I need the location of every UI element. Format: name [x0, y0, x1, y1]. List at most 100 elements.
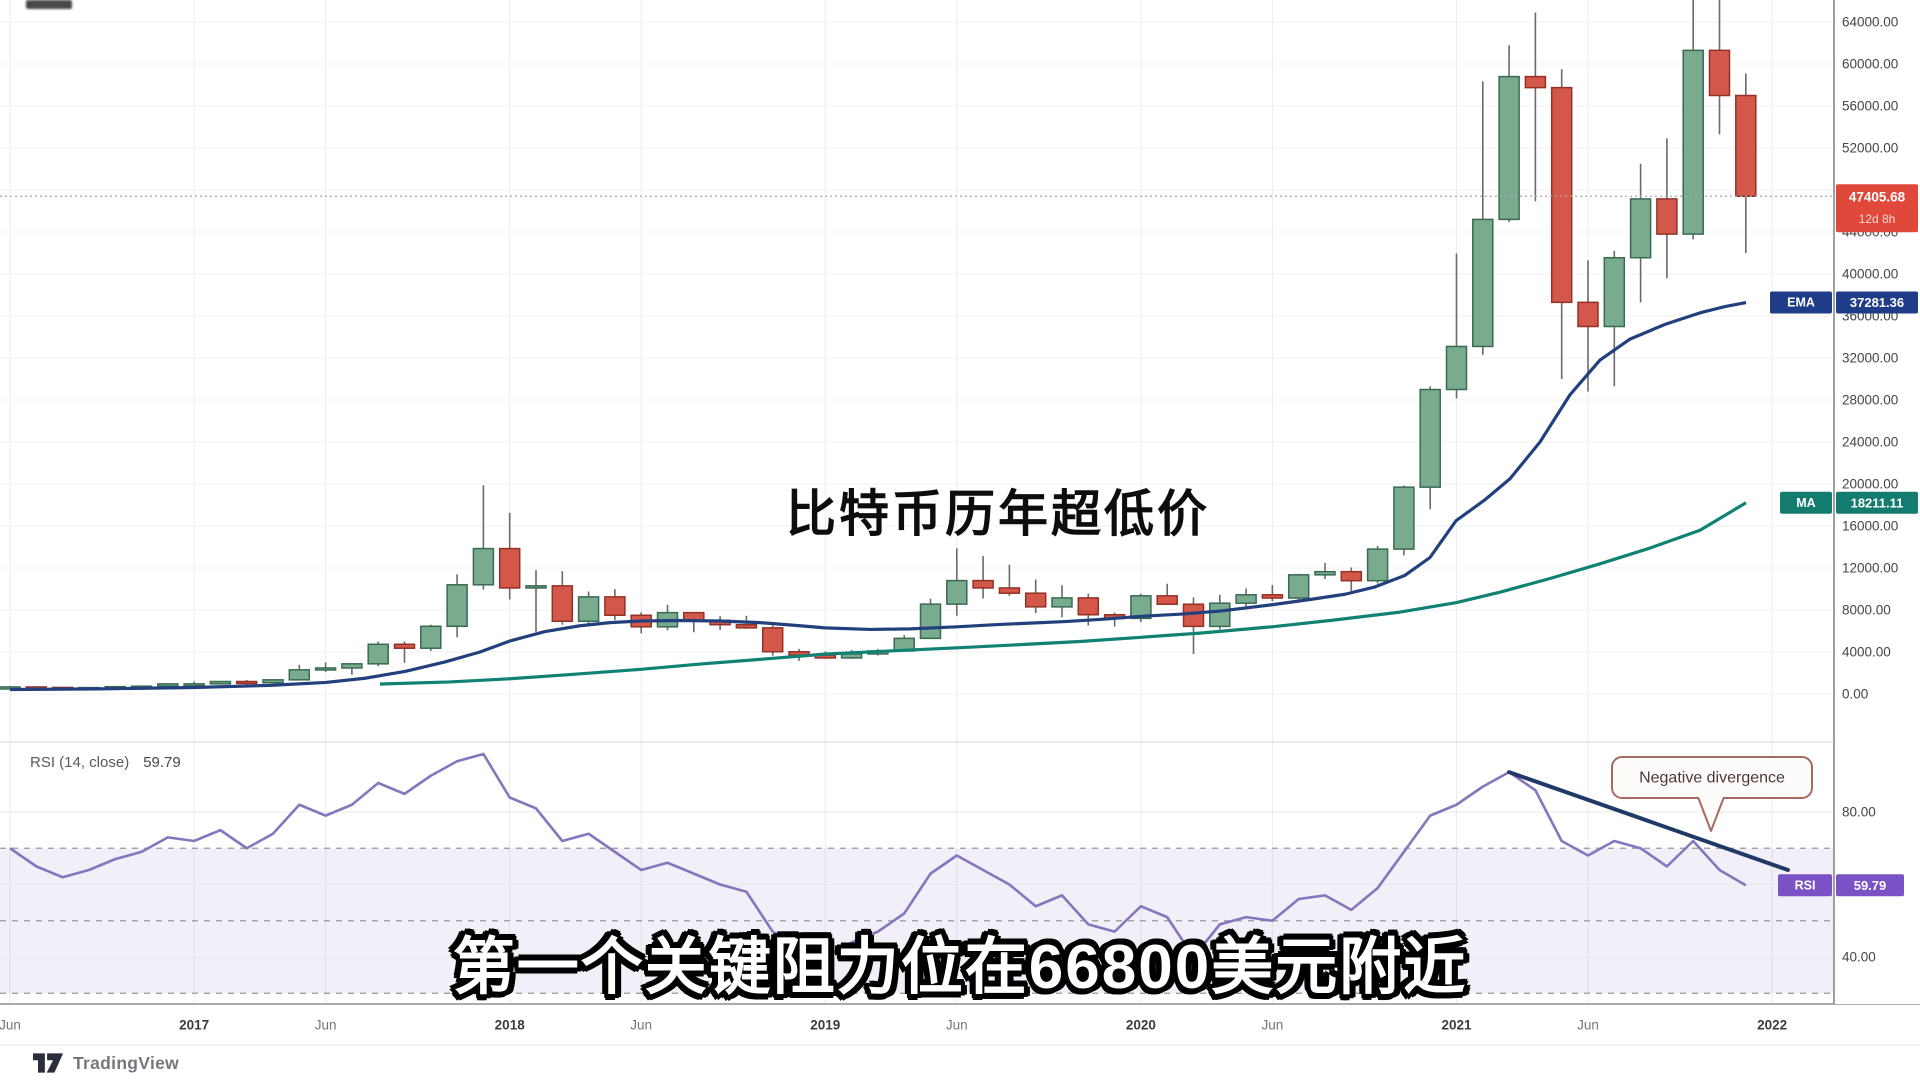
price-axis-label: 24000.00	[1842, 435, 1898, 450]
candle	[1051, 597, 1073, 608]
time-axis-year-label: 2018	[495, 1018, 526, 1033]
candle	[288, 669, 311, 681]
video-subtitle-overlay: 第一个关键阻力位在66800美元附近	[452, 933, 1468, 1002]
rsi-legend-text: RSI (14, close) 59.79	[30, 754, 181, 771]
tradingview-logo-icon[interactable]	[33, 1053, 64, 1073]
price-axis[interactable]: 0.00 4000.00 8000.00 12000.00 16000.00 20000.…	[1770, 0, 1920, 1004]
candle	[157, 683, 179, 687]
callout-seam	[1699, 795, 1723, 798]
candle	[1419, 388, 1441, 488]
candle	[420, 625, 442, 649]
badge-value: 18211.11	[1851, 495, 1904, 510]
axis-value-badge: 18211.11	[1836, 491, 1918, 514]
price-axis-label: 16000.00	[1842, 519, 1898, 534]
candle	[1577, 301, 1599, 328]
time-axis-month-label: Jun	[1577, 1018, 1599, 1033]
candle	[1261, 594, 1284, 599]
candle	[1077, 597, 1100, 616]
chart-svg[interactable]: Negative divergence RSI (14, close)59.79 0…	[0, 0, 1920, 1046]
candle	[998, 587, 1021, 594]
badge-label: RSI	[1795, 878, 1816, 892]
ema-line	[9, 300, 1747, 692]
candle	[235, 680, 258, 685]
candle	[1735, 94, 1757, 197]
badge-label: EMA	[1787, 296, 1815, 310]
candle	[1498, 75, 1520, 221]
divergence-trendline	[1507, 770, 1790, 872]
last-price-badge: 47405.68 12d 8h	[1836, 184, 1918, 233]
candle	[1182, 603, 1205, 628]
candle	[1235, 594, 1257, 604]
divergence-callout[interactable]: Negative divergence	[1611, 756, 1813, 832]
gridlines	[0, 0, 1834, 1004]
candles-layer	[0, 0, 1757, 691]
candle	[446, 584, 468, 628]
time-axis-month-label: Jun	[315, 1018, 337, 1033]
clipped-legend-artifact	[26, 0, 72, 9]
candle	[1524, 75, 1547, 89]
candle	[1366, 548, 1389, 582]
last-price-value: 47405.68	[1849, 190, 1906, 205]
candle	[262, 679, 284, 684]
candle	[577, 596, 600, 623]
ma-line	[379, 501, 1747, 686]
badge-box	[1836, 291, 1918, 314]
badge-box	[1778, 874, 1832, 897]
time-axis-year-label: 2021	[1441, 1018, 1472, 1033]
badge-box	[1836, 491, 1918, 514]
candle	[1445, 345, 1468, 391]
time-axis-month-label: Jun	[1262, 1018, 1284, 1033]
rsi-legend: RSI (14, close) 59.79	[30, 754, 181, 771]
rsi-panel: Negative divergence	[0, 752, 1834, 994]
candle	[1708, 49, 1731, 97]
time-axis-year-label: 2019	[810, 1018, 840, 1033]
candle	[972, 579, 994, 589]
candle	[1682, 49, 1704, 235]
badge-label: MA	[1796, 496, 1815, 510]
tradingview-wordmark[interactable]: TradingView	[73, 1052, 180, 1073]
indicator-badge: EMA	[1770, 291, 1832, 314]
candle	[367, 643, 389, 665]
candle	[209, 680, 232, 685]
callout-tail	[1697, 796, 1725, 832]
time-axis-month-label: Jun	[630, 1018, 652, 1033]
rsi-line	[9, 752, 1747, 959]
indicator-badge: MA	[1780, 491, 1832, 514]
candle	[946, 579, 968, 605]
price-axis-label: 40000.00	[1842, 267, 1898, 282]
time-axis-month-label: Jun	[946, 1018, 968, 1033]
candle	[472, 547, 495, 586]
overlay-lines	[9, 300, 1747, 692]
candle	[735, 623, 758, 629]
candle	[1550, 86, 1573, 304]
time-axis-year-label: 2017	[179, 1018, 209, 1033]
badge-box	[1836, 874, 1904, 897]
rsi-axis-label: 80.00	[1842, 805, 1876, 820]
price-axis-label: 52000.00	[1842, 141, 1898, 156]
time-axis-month-label: Jun	[0, 1018, 21, 1033]
candle	[1209, 602, 1231, 628]
candle	[1603, 256, 1626, 328]
rsi-value-badge: 59.79	[1836, 874, 1904, 897]
axis-value-badge: 37281.36	[1836, 291, 1918, 314]
time-axis-year-label: 2020	[1126, 1018, 1156, 1033]
candle	[1287, 574, 1310, 599]
video-title-overlay: 比特币历年超低价	[786, 486, 1210, 542]
attribution-bar: TradingView	[0, 1046, 1920, 1080]
candle	[1393, 486, 1415, 550]
candle	[525, 585, 547, 589]
badge-box	[1770, 291, 1832, 314]
price-axis-label: 12000.00	[1842, 561, 1898, 576]
candle	[314, 667, 337, 671]
price-axis-label: 64000.00	[1842, 15, 1898, 30]
time-axis[interactable]: Jun 2017 Jun 2018 Jun 2019 Jun 2020 Jun 2021 Jun 20…	[0, 1018, 1787, 1033]
candle	[341, 663, 363, 669]
price-axis-label: 0.00	[1842, 687, 1868, 702]
badge-box	[1836, 184, 1918, 233]
badge-value: 59.79	[1854, 878, 1887, 893]
price-axis-label: 8000.00	[1842, 603, 1891, 618]
price-axis-label: 60000.00	[1842, 57, 1898, 72]
candle	[1629, 198, 1652, 259]
price-axis-label: 20000.00	[1842, 477, 1898, 492]
